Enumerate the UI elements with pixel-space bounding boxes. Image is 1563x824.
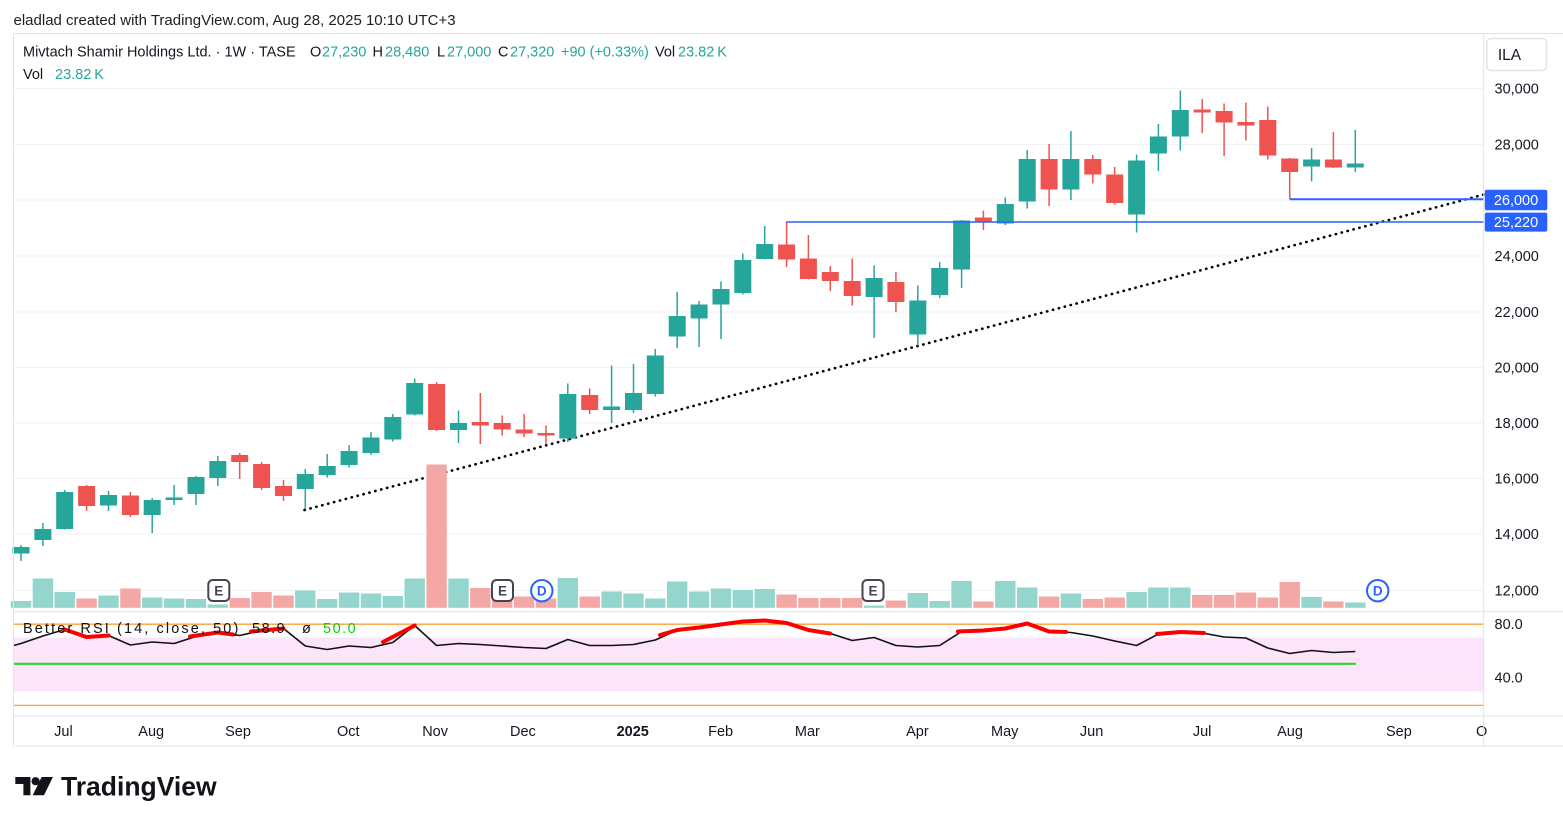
svg-text:30,000: 30,000 xyxy=(1495,82,1539,98)
svg-text:Sep: Sep xyxy=(1386,724,1412,740)
svg-text:Mivtach Shamir Holdings Ltd. ·: Mivtach Shamir Holdings Ltd. · 1W · TASE xyxy=(23,45,296,61)
svg-text:L: L xyxy=(437,45,445,61)
svg-text:16,000: 16,000 xyxy=(1495,472,1539,488)
svg-text:+90 (+0.33%): +90 (+0.33%) xyxy=(561,45,649,61)
svg-text:12,000: 12,000 xyxy=(1495,584,1539,600)
svg-text:D: D xyxy=(537,584,547,599)
svg-text:E: E xyxy=(214,584,223,599)
svg-text:20,000: 20,000 xyxy=(1495,361,1539,377)
svg-text:24,000: 24,000 xyxy=(1495,249,1539,265)
svg-text:Vol: Vol xyxy=(655,45,675,61)
svg-text:Jul: Jul xyxy=(54,724,73,740)
svg-text:27,320: 27,320 xyxy=(510,45,554,61)
svg-text:O: O xyxy=(1476,724,1487,740)
svg-text:Aug: Aug xyxy=(138,724,164,740)
svg-text:27,000: 27,000 xyxy=(447,45,491,61)
svg-text:26,000: 26,000 xyxy=(1494,193,1538,209)
svg-text:Jun: Jun xyxy=(1080,724,1103,740)
svg-text:23.82 K: 23.82 K xyxy=(678,45,727,61)
svg-text:eladlad created with TradingVi: eladlad created with TradingView.com, Au… xyxy=(14,12,456,29)
svg-text:Oct: Oct xyxy=(337,724,360,740)
svg-text:Aug: Aug xyxy=(1277,724,1303,740)
svg-text:D: D xyxy=(1373,584,1383,599)
svg-text:O: O xyxy=(310,45,321,61)
svg-text:May: May xyxy=(991,724,1019,740)
svg-text:2025: 2025 xyxy=(617,724,649,740)
svg-text:Nov: Nov xyxy=(422,724,449,740)
svg-text:Better RSI (14, close, 50): Better RSI (14, close, 50) xyxy=(23,621,240,637)
svg-text:Apr: Apr xyxy=(906,724,929,740)
svg-text:ø: ø xyxy=(302,621,311,637)
svg-text:H: H xyxy=(373,45,383,61)
svg-text:Vol: Vol xyxy=(23,67,43,83)
svg-text:28,480: 28,480 xyxy=(385,45,429,61)
svg-text:Sep: Sep xyxy=(225,724,251,740)
svg-text:23.82 K: 23.82 K xyxy=(55,67,104,83)
svg-text:28,000: 28,000 xyxy=(1495,138,1539,154)
svg-text:E: E xyxy=(868,584,877,599)
svg-text:C: C xyxy=(498,45,508,61)
svg-text:Dec: Dec xyxy=(510,724,536,740)
svg-text:14,000: 14,000 xyxy=(1495,527,1539,543)
svg-text:40.0: 40.0 xyxy=(1495,671,1523,687)
svg-text:E: E xyxy=(498,584,507,599)
svg-text:25,220: 25,220 xyxy=(1494,215,1538,231)
svg-text:Mar: Mar xyxy=(795,724,820,740)
svg-text:TradingView: TradingView xyxy=(61,772,217,802)
svg-text:Feb: Feb xyxy=(708,724,733,740)
svg-text:27,230: 27,230 xyxy=(322,45,366,61)
svg-text:18,000: 18,000 xyxy=(1495,416,1539,432)
svg-text:58.9: 58.9 xyxy=(252,621,286,637)
svg-text:Jul: Jul xyxy=(1193,724,1212,740)
svg-text:22,000: 22,000 xyxy=(1495,305,1539,321)
svg-text:80.0: 80.0 xyxy=(1495,617,1523,633)
svg-text:ILA: ILA xyxy=(1498,47,1522,64)
svg-text:50.0: 50.0 xyxy=(323,621,357,637)
